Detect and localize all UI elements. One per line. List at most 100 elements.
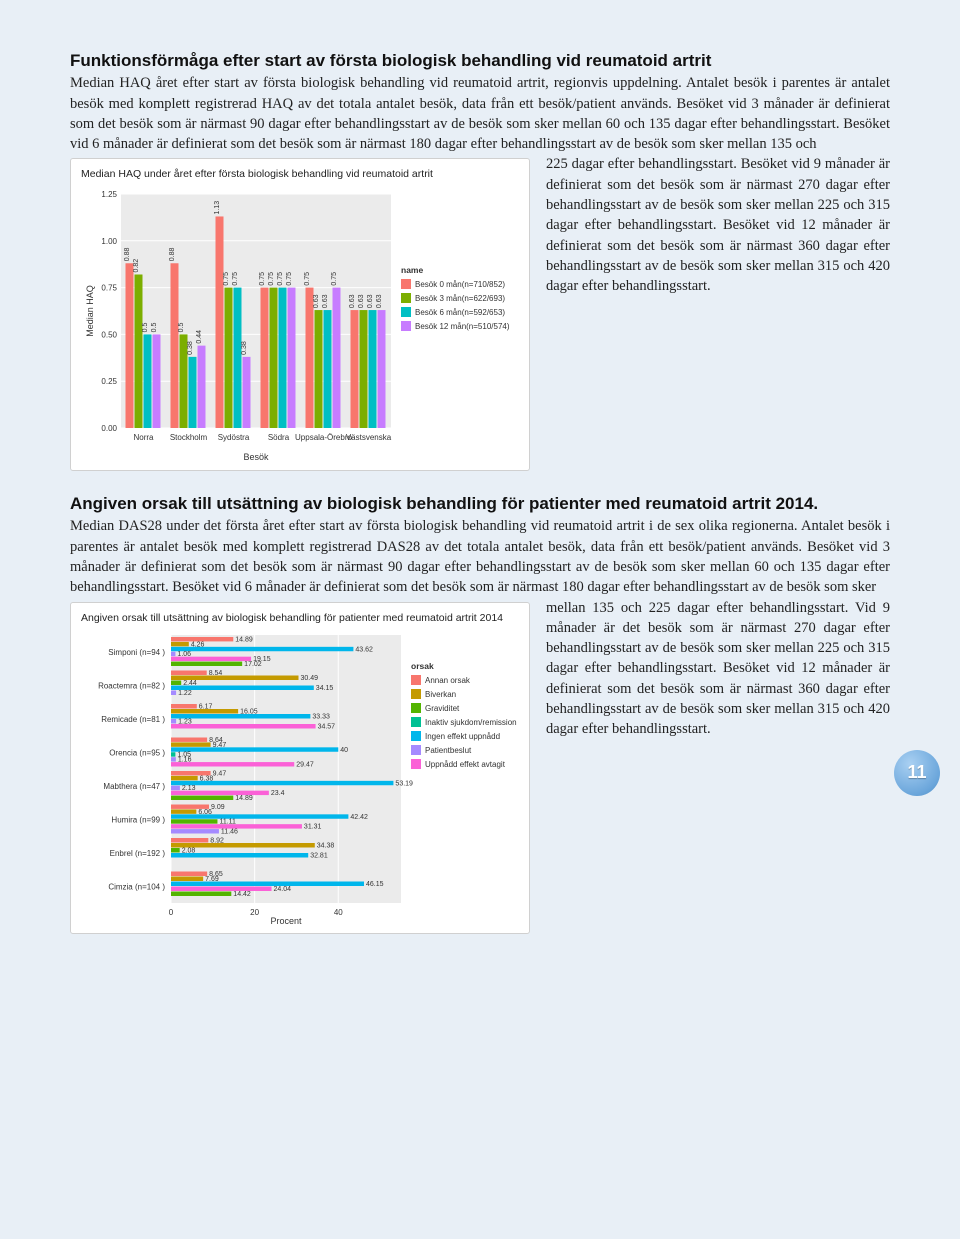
svg-text:Median HAQ: Median HAQ [85, 285, 95, 337]
svg-text:Enbrel (n=192 ): Enbrel (n=192 ) [110, 849, 166, 858]
svg-text:Patientbeslut: Patientbeslut [425, 746, 472, 755]
svg-text:40: 40 [340, 747, 348, 754]
svg-text:Cimzia (n=104 ): Cimzia (n=104 ) [108, 883, 165, 892]
svg-text:Orencia (n=95 ): Orencia (n=95 ) [109, 749, 165, 758]
svg-text:31.31: 31.31 [304, 824, 322, 831]
svg-text:14.89: 14.89 [235, 795, 253, 802]
svg-text:Södra: Södra [268, 433, 290, 442]
svg-text:40: 40 [334, 908, 343, 917]
svg-text:0.75: 0.75 [268, 272, 275, 286]
svg-text:29.47: 29.47 [296, 762, 314, 769]
svg-text:0: 0 [169, 908, 174, 917]
chart-angiven-orsak: Angiven orsak till utsättning av biologi… [70, 602, 530, 935]
svg-text:Simponi (n=94 ): Simponi (n=94 ) [108, 648, 165, 657]
svg-text:9.09: 9.09 [211, 804, 225, 811]
svg-text:orsak: orsak [411, 661, 434, 671]
svg-text:23.4: 23.4 [271, 790, 285, 797]
section1-para-a: Median HAQ året efter start av första bi… [70, 73, 890, 154]
svg-text:14.89: 14.89 [235, 637, 253, 644]
svg-text:24.04: 24.04 [274, 886, 292, 893]
svg-text:9.47: 9.47 [213, 771, 227, 778]
chart1-svg: 0.000.250.500.751.001.250.880.820.50.5No… [81, 184, 521, 464]
svg-text:1.25: 1.25 [101, 190, 117, 199]
svg-text:34.57: 34.57 [318, 724, 336, 731]
svg-text:0.50: 0.50 [101, 331, 117, 340]
svg-text:53.19: 53.19 [395, 781, 413, 788]
svg-text:Humira (n=99 ): Humira (n=99 ) [111, 816, 165, 825]
svg-text:0.75: 0.75 [259, 272, 266, 286]
svg-text:Graviditet: Graviditet [425, 704, 460, 713]
svg-text:46.15: 46.15 [366, 881, 384, 888]
svg-text:Uppnådd effekt avtagit: Uppnådd effekt avtagit [425, 760, 506, 769]
svg-text:1.00: 1.00 [101, 237, 117, 246]
svg-text:Besök 12 mån(n=510/574): Besök 12 mån(n=510/574) [415, 322, 510, 331]
svg-text:Inaktiv sjukdom/remission: Inaktiv sjukdom/remission [425, 718, 517, 727]
svg-text:0.88: 0.88 [124, 248, 131, 262]
svg-text:0.63: 0.63 [313, 294, 320, 308]
section1-text-a: Median HAQ året efter start av första bi… [70, 75, 890, 152]
svg-text:Annan orsak: Annan orsak [425, 676, 471, 685]
svg-text:0.75: 0.75 [304, 272, 311, 286]
svg-text:1.13: 1.13 [214, 201, 221, 215]
svg-text:Ingen effekt uppnådd: Ingen effekt uppnådd [425, 732, 500, 741]
svg-text:Besök 0 mån(n=710/852): Besök 0 mån(n=710/852) [415, 280, 505, 289]
svg-text:Remicade (n=81 ): Remicade (n=81 ) [101, 715, 165, 724]
svg-text:0.5: 0.5 [178, 323, 185, 333]
svg-text:0.25: 0.25 [101, 377, 117, 386]
chart2-svg: 02040Simponi (n=94 )14.894.2643.621.0619… [81, 627, 521, 927]
svg-text:Västsvenska: Västsvenska [346, 433, 392, 442]
svg-text:name: name [401, 265, 423, 275]
svg-text:0.38: 0.38 [187, 341, 194, 355]
svg-text:Stockholm: Stockholm [170, 433, 208, 442]
svg-text:0.75: 0.75 [232, 272, 239, 286]
svg-text:Besök: Besök [243, 452, 269, 462]
section1-title: Funktionsförmåga efter start av första b… [70, 50, 890, 71]
svg-text:0.75: 0.75 [286, 272, 293, 286]
svg-text:0.38: 0.38 [241, 341, 248, 355]
svg-text:0.63: 0.63 [349, 294, 356, 308]
section2-title: Angiven orsak till utsättning av biologi… [70, 493, 890, 514]
svg-text:0.5: 0.5 [151, 323, 158, 333]
svg-text:0.75: 0.75 [101, 284, 117, 293]
section-angiven-orsak: Angiven orsak till utsättning av biologi… [70, 493, 890, 938]
svg-text:20: 20 [250, 908, 259, 917]
section-funktionsformaga: Funktionsförmåga efter start av första b… [70, 50, 890, 475]
svg-text:0.00: 0.00 [101, 424, 117, 433]
svg-text:0.75: 0.75 [331, 272, 338, 286]
chart1-title: Median HAQ under året efter första biolo… [81, 167, 519, 182]
svg-text:0.63: 0.63 [358, 294, 365, 308]
svg-text:11.46: 11.46 [221, 829, 238, 836]
svg-text:Besök 6 mån(n=592/653): Besök 6 mån(n=592/653) [415, 308, 505, 317]
svg-text:Uppsala-Örebro: Uppsala-Örebro [295, 433, 352, 442]
svg-text:43.62: 43.62 [355, 647, 373, 654]
svg-text:0.63: 0.63 [367, 294, 374, 308]
page-number-badge: 11 [894, 750, 940, 796]
svg-text:0.75: 0.75 [277, 272, 284, 286]
chart-median-haq: Median HAQ under året efter första biolo… [70, 158, 530, 471]
svg-text:0.88: 0.88 [169, 248, 176, 262]
svg-text:1.22: 1.22 [178, 690, 192, 697]
svg-text:42.42: 42.42 [350, 814, 368, 821]
svg-text:Biverkan: Biverkan [425, 690, 456, 699]
svg-text:33.33: 33.33 [312, 714, 330, 721]
svg-text:Procent: Procent [270, 916, 302, 926]
section2-para-a: Median DAS28 under det första året efter… [70, 516, 890, 597]
svg-text:34.38: 34.38 [317, 843, 335, 850]
svg-text:0.44: 0.44 [196, 330, 203, 344]
svg-text:0.75: 0.75 [223, 272, 230, 286]
svg-text:Norra: Norra [133, 433, 154, 442]
svg-text:0.63: 0.63 [376, 294, 383, 308]
svg-text:Mabthera (n=47 ): Mabthera (n=47 ) [103, 782, 165, 791]
svg-text:30.49: 30.49 [301, 675, 319, 682]
svg-text:17.02: 17.02 [244, 661, 262, 668]
svg-text:34.15: 34.15 [316, 685, 334, 692]
svg-text:Roactemra (n=82 ): Roactemra (n=82 ) [98, 682, 165, 691]
svg-text:14.42: 14.42 [233, 891, 251, 898]
svg-text:Sydöstra: Sydöstra [218, 433, 250, 442]
svg-text:0.82: 0.82 [133, 259, 140, 273]
svg-text:0.5: 0.5 [142, 323, 149, 333]
svg-text:32.81: 32.81 [310, 853, 328, 860]
svg-text:Besök 3 mån(n=622/693): Besök 3 mån(n=622/693) [415, 294, 505, 303]
chart2-title: Angiven orsak till utsättning av biologi… [81, 611, 519, 626]
svg-text:0.63: 0.63 [322, 294, 329, 308]
